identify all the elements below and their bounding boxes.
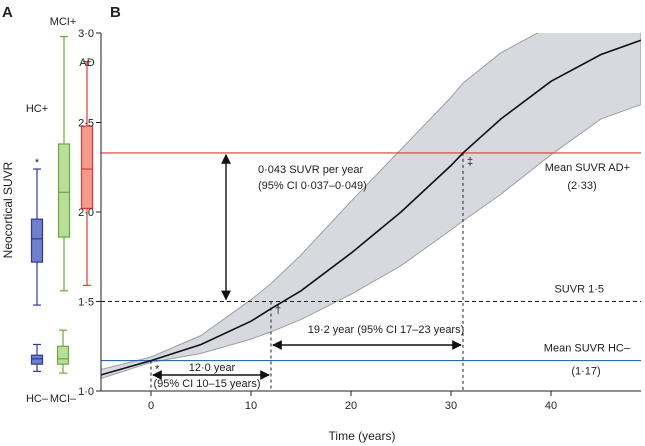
y-tick-label-3: 2·5 — [78, 118, 94, 130]
box-body-0 — [30, 218, 44, 263]
boxplot-group: * HC+ MCI+ AD HC– MCI– — [26, 16, 95, 405]
confidence-band — [101, 33, 641, 380]
interval-a-line2: (95% CI 10–15 years) — [154, 378, 261, 390]
interval-b-label: 19·2 year (95% CI 17–23 years) — [308, 324, 465, 336]
mean-trajectory-line — [101, 39, 641, 376]
box-1 — [57, 35, 71, 292]
x-tick-label-0: 0 — [148, 400, 154, 412]
vertical-marker-2: ‡ — [467, 156, 473, 168]
box-body-2 — [80, 125, 94, 210]
box-body-1 — [57, 143, 71, 238]
axes-b: 1·0 1·5 2·0 2·5 3·0 0 10 20 30 40 — [78, 28, 641, 412]
reference-label-2: Mean SUVR HC– — [544, 343, 631, 355]
y-tick-label-0: 1·0 — [78, 386, 94, 398]
reference-label-0: Mean SUVR AD+ — [545, 162, 630, 174]
vertical-dashed-lines: * † ‡ — [150, 152, 473, 391]
box-body-4 — [56, 345, 70, 365]
panel-a-boxplot: Neocortical SUVR * HC+ MCI+ AD HC– MCI– — [1, 16, 95, 405]
x-axis-label: Time (years) — [329, 429, 396, 443]
reference-sublabel-0: (2·33) — [567, 180, 596, 192]
y-tick-label-4: 3·0 — [78, 28, 94, 40]
box-0: * — [30, 157, 44, 306]
panel-b-letter: B — [110, 4, 121, 21]
box-3 — [30, 343, 44, 372]
y-tick-label-2: 2·0 — [78, 207, 94, 219]
box-label-2: AD — [79, 57, 94, 69]
box-outlier-0: * — [35, 157, 40, 169]
box-body-3 — [30, 354, 44, 365]
reference-label-1: SUVR 1·5 — [554, 284, 604, 296]
interval-a-line1: 12·0 year — [189, 362, 236, 374]
y-tick-label-1: 1·5 — [78, 297, 94, 309]
box-label-0: HC+ — [26, 103, 48, 115]
x-tick-label-4: 40 — [545, 400, 557, 412]
panel-a-ylabel: Neocortical SUVR — [1, 161, 15, 258]
annotation-arrows — [152, 153, 462, 380]
rate-annotation-line1: 0·043 SUVR per year — [258, 164, 363, 176]
box-4 — [56, 329, 70, 374]
rate-annotation-line2: (95% CI 0·037–0·049) — [258, 180, 367, 192]
box-label-3: HC– — [26, 393, 49, 405]
panel-a-letter: A — [2, 4, 13, 21]
x-tick-label-3: 30 — [445, 400, 457, 412]
panel-b-linechart: Mean SUVR AD+ (2·33) SUVR 1·5 Mean SUVR HC–… — [78, 28, 641, 443]
box-label-1: MCI+ — [50, 16, 77, 28]
vertical-marker-1: † — [275, 305, 281, 317]
x-tick-label-2: 20 — [345, 400, 357, 412]
reference-sublabel-2: (1·17) — [571, 366, 600, 378]
vertical-marker-0: * — [155, 364, 160, 376]
box-label-4: MCI– — [50, 393, 77, 405]
reference-lines: Mean SUVR AD+ (2·33) SUVR 1·5 Mean SUVR HC–… — [101, 152, 641, 378]
x-tick-label-1: 10 — [245, 400, 257, 412]
box-2 — [80, 61, 94, 286]
